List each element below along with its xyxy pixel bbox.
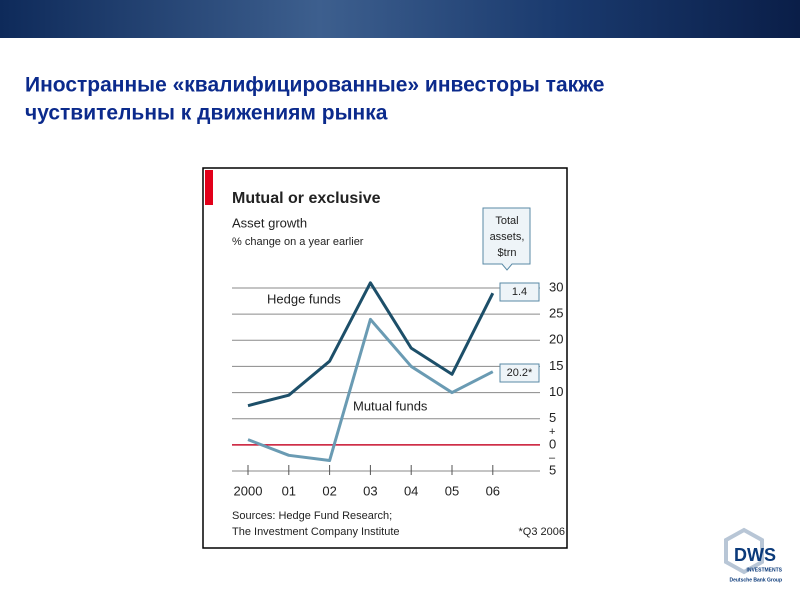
chart-subtitle: Asset growth	[232, 215, 307, 230]
y-tick-label: 10	[549, 384, 563, 399]
x-tick-label: 03	[363, 483, 377, 498]
y-tick-label: 5	[549, 410, 556, 425]
banner	[0, 0, 800, 38]
x-tick-label: 06	[486, 483, 500, 498]
logo-name: DWS	[734, 545, 776, 565]
end-label: 20.2*	[507, 367, 533, 379]
y-tick-label: 25	[549, 306, 563, 321]
footnote: *Q3 2006	[519, 526, 565, 538]
y-tick-label: 0	[549, 436, 556, 451]
end-label-box	[499, 363, 540, 383]
x-tick-label: 05	[445, 483, 459, 498]
sign-label: +	[549, 426, 555, 438]
chart-accent	[205, 170, 213, 205]
slide-title: чуствительны к движениям рынка	[25, 102, 388, 125]
y-tick-label: 15	[549, 358, 563, 373]
logo-line: Deutsche Bank Group	[729, 577, 782, 583]
chart-title: Mutual or exclusive	[232, 190, 381, 207]
end-label-box	[499, 282, 540, 302]
x-tick-label: 02	[322, 483, 336, 498]
y-tick-label: 5	[549, 462, 556, 477]
source: The Investment Company Institute	[232, 526, 400, 538]
y-tick-label: 30	[549, 279, 563, 294]
series-label: Hedge funds	[267, 291, 341, 306]
x-tick-label: 04	[404, 483, 418, 498]
slide-title: Иностранные «квалифицированные» инвестор…	[25, 74, 604, 97]
logo-line: INVESTMENTS	[746, 567, 782, 573]
callout-text: Total	[495, 215, 518, 227]
unit-note: % change on a year earlier	[232, 236, 364, 248]
callout-text: $trn	[498, 247, 517, 259]
callout-text: assets,	[490, 231, 525, 243]
x-tick-label: 01	[282, 483, 296, 498]
series-label: Mutual funds	[353, 398, 428, 413]
y-tick-label: 20	[549, 332, 563, 347]
series-line	[247, 317, 494, 463]
callout-box	[482, 207, 531, 271]
series-line	[247, 281, 495, 408]
end-label: 1.4	[512, 286, 527, 298]
source: Sources: Hedge Fund Research;	[232, 510, 392, 522]
x-tick-label: 2000	[234, 483, 263, 498]
sign-label: –	[549, 452, 556, 464]
logo-mark	[724, 527, 764, 575]
